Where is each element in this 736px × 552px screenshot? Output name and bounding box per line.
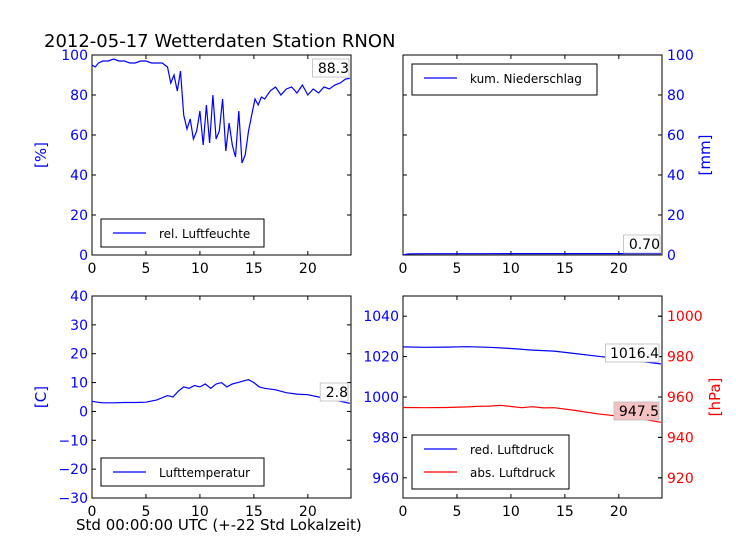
x-tick-label: 20 (299, 504, 317, 520)
x-axis-caption: Std 00:00:00 UTC (+-22 Std Lokalzeit) (76, 516, 362, 534)
legend: rel. Luftfeuchte (100, 218, 265, 248)
series-line (91, 379, 351, 404)
y-tick-label: 1040 (363, 309, 399, 325)
y-tick-label: −20 (58, 462, 88, 478)
current-value-label-box (319, 382, 349, 402)
current-value-label: 88.3 (318, 61, 349, 77)
y-tick-label: 1020 (363, 350, 399, 366)
legend: Lufttemperatur (100, 457, 265, 487)
x-tick-label: 5 (141, 504, 150, 520)
y-tick-label: −30 (58, 491, 88, 507)
x-tick-label: 10 (191, 504, 209, 520)
legend-frame (411, 63, 598, 96)
y-tick-label: 20 (70, 347, 88, 363)
y-tick-label-right: 960 (667, 390, 694, 406)
current-value-label-box (312, 58, 350, 78)
x-tick-label: 15 (245, 504, 263, 520)
y-axis-label-right: [hPa] (706, 378, 724, 417)
series-line (91, 58, 350, 164)
y-tick-label: 10 (70, 376, 88, 392)
panel-precipitation: 0 5 10 15 20 0 20 40 60 80 100 [mm] kum. Niederschla… (399, 48, 714, 277)
y-tick-label-right: 80 (667, 88, 685, 104)
x-tick-label: 15 (556, 261, 574, 277)
y-tick-label-right: 0 (667, 248, 676, 264)
plot-frame (91, 295, 352, 499)
x-tick-label: 15 (245, 261, 263, 277)
legend-frame (411, 434, 570, 490)
legend-label: Lufttemperatur (159, 466, 250, 480)
figure-title: 2012-05-17 Wetterdaten Station RNON (44, 31, 396, 52)
current-value-label: 1016.4 (610, 346, 659, 362)
y-tick-label-right: 940 (667, 430, 694, 446)
x-tick-label: 20 (299, 261, 317, 277)
y-tick-label: 100 (61, 48, 88, 64)
x-tick-label: 20 (610, 261, 628, 277)
current-value-label-right: 947.5 (619, 404, 659, 420)
current-value-label-box (605, 343, 660, 363)
y-tick-label-right: 920 (667, 471, 694, 487)
current-value-label: 2.8 (326, 385, 348, 401)
y-tick-label: 40 (70, 168, 88, 184)
x-tick-label: 20 (610, 504, 628, 520)
panel-pressure: 0 5 10 15 20 960 980 1000 1020 1040 920 940 960 980 10… (363, 295, 724, 520)
plot-frame (402, 54, 663, 256)
y-tick-label: 20 (70, 208, 88, 224)
series-line (402, 404, 662, 423)
y-tick-label: 40 (70, 289, 88, 305)
y-tick-label-right: 20 (667, 208, 685, 224)
y-tick-label-right: 980 (667, 350, 694, 366)
y-axis-label: [%] (32, 142, 50, 168)
y-tick-label: 0 (79, 248, 88, 264)
x-tick-label: 5 (141, 261, 150, 277)
y-tick-label-right: 60 (667, 128, 685, 144)
current-value-label-right-box (613, 401, 660, 421)
y-tick-label: 60 (70, 128, 88, 144)
current-value-label-box (623, 234, 661, 254)
x-tick-label: 10 (502, 504, 520, 520)
panel-humidity: 0 5 10 15 20 0 20 40 60 80 100 [%] rel. Luftfeuchte 8… (32, 48, 352, 277)
y-tick-label: 960 (372, 471, 399, 487)
legend-label: rel. Luftfeuchte (159, 227, 250, 241)
legend-label: abs. Luftdruck (470, 466, 555, 480)
current-value-label: 0.70 (629, 237, 660, 253)
legend-label: kum. Niederschlag (470, 72, 582, 86)
series-line (402, 253, 661, 256)
x-tick-label: 5 (452, 504, 461, 520)
plot-frame (91, 54, 352, 256)
x-tick-label: 0 (88, 261, 97, 277)
x-tick-label: 5 (452, 261, 461, 277)
y-tick-label-right: 40 (667, 168, 685, 184)
y-tick-label: 30 (70, 318, 88, 334)
y-tick-label: −10 (58, 433, 88, 449)
y-tick-label-right: 100 (667, 48, 694, 64)
y-axis-label: [C] (32, 386, 50, 408)
y-tick-label: 0 (79, 404, 88, 420)
x-tick-label: 10 (191, 261, 209, 277)
y-tick-label: 1000 (363, 390, 399, 406)
legend: kum. Niederschlag (411, 63, 598, 96)
y-tick-label-right: 1000 (667, 309, 703, 325)
x-tick-label: 0 (88, 504, 97, 520)
legend: red. Luftdruck abs. Luftdruck (411, 434, 570, 490)
y-tick-label: 980 (372, 430, 399, 446)
x-tick-label: 0 (399, 504, 408, 520)
x-tick-label: 10 (502, 261, 520, 277)
legend-label: red. Luftdruck (470, 443, 554, 457)
x-tick-label: 15 (556, 504, 574, 520)
x-tick-label: 0 (399, 261, 408, 277)
y-tick-label: 80 (70, 88, 88, 104)
y-axis-label: [mm] (696, 135, 714, 176)
panel-temperature: 0 5 10 15 20 −30 −20 −10 0 10 20 30 40 [C] Lufttempera… (32, 289, 352, 520)
